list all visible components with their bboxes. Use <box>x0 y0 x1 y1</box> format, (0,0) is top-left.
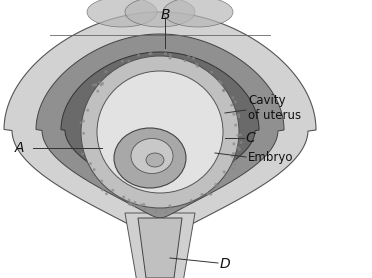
Ellipse shape <box>214 183 218 186</box>
Polygon shape <box>61 52 259 202</box>
Ellipse shape <box>206 192 209 195</box>
Ellipse shape <box>131 138 173 173</box>
Ellipse shape <box>127 59 130 63</box>
Ellipse shape <box>143 207 146 210</box>
Ellipse shape <box>133 201 137 204</box>
Ellipse shape <box>82 132 85 135</box>
Ellipse shape <box>218 80 221 83</box>
Ellipse shape <box>82 120 85 123</box>
Ellipse shape <box>163 0 233 27</box>
Ellipse shape <box>154 210 157 213</box>
Ellipse shape <box>142 203 145 206</box>
Ellipse shape <box>92 84 95 86</box>
Ellipse shape <box>96 90 99 93</box>
Ellipse shape <box>100 83 103 86</box>
Polygon shape <box>125 213 195 278</box>
Text: C: C <box>245 131 255 145</box>
Ellipse shape <box>232 113 235 116</box>
Ellipse shape <box>192 57 195 60</box>
Ellipse shape <box>94 83 97 86</box>
Ellipse shape <box>233 163 236 166</box>
Ellipse shape <box>234 159 237 162</box>
Ellipse shape <box>98 81 101 84</box>
Ellipse shape <box>234 100 237 103</box>
Ellipse shape <box>232 152 235 155</box>
Polygon shape <box>4 12 316 238</box>
Ellipse shape <box>111 189 114 192</box>
Ellipse shape <box>86 109 89 112</box>
Ellipse shape <box>89 162 92 165</box>
Ellipse shape <box>222 89 225 92</box>
Ellipse shape <box>81 152 84 155</box>
Ellipse shape <box>190 199 193 202</box>
Ellipse shape <box>234 124 237 127</box>
Text: A: A <box>15 141 25 155</box>
Ellipse shape <box>215 185 218 188</box>
Ellipse shape <box>223 170 226 173</box>
Ellipse shape <box>81 56 239 208</box>
Ellipse shape <box>128 199 131 202</box>
Ellipse shape <box>169 53 172 56</box>
Ellipse shape <box>91 173 94 176</box>
Ellipse shape <box>122 196 125 198</box>
Ellipse shape <box>105 192 108 195</box>
Ellipse shape <box>114 128 186 188</box>
Ellipse shape <box>129 203 132 206</box>
Ellipse shape <box>93 168 96 171</box>
Ellipse shape <box>128 202 131 205</box>
Ellipse shape <box>196 65 199 68</box>
Ellipse shape <box>150 52 153 55</box>
Ellipse shape <box>164 52 167 55</box>
Ellipse shape <box>148 52 151 55</box>
Ellipse shape <box>187 54 190 58</box>
Ellipse shape <box>183 205 186 208</box>
Ellipse shape <box>222 89 225 92</box>
Ellipse shape <box>169 204 171 207</box>
Ellipse shape <box>169 56 171 59</box>
Polygon shape <box>138 218 182 278</box>
Ellipse shape <box>97 71 223 193</box>
Ellipse shape <box>130 202 133 205</box>
Ellipse shape <box>101 188 104 191</box>
Ellipse shape <box>230 104 233 107</box>
Ellipse shape <box>121 60 124 63</box>
Ellipse shape <box>87 0 157 27</box>
Ellipse shape <box>240 141 243 144</box>
Ellipse shape <box>231 155 234 158</box>
Ellipse shape <box>217 185 220 188</box>
Ellipse shape <box>239 133 242 136</box>
Ellipse shape <box>146 153 164 167</box>
Ellipse shape <box>219 81 222 85</box>
Ellipse shape <box>169 56 172 59</box>
Ellipse shape <box>165 210 168 213</box>
Ellipse shape <box>238 148 241 151</box>
Ellipse shape <box>138 205 141 208</box>
Ellipse shape <box>231 96 234 99</box>
Ellipse shape <box>201 193 203 196</box>
Ellipse shape <box>232 142 235 145</box>
Ellipse shape <box>237 113 240 116</box>
Ellipse shape <box>137 54 140 57</box>
Ellipse shape <box>132 204 135 207</box>
Ellipse shape <box>101 82 104 85</box>
Ellipse shape <box>237 115 240 118</box>
Text: Embryo: Embryo <box>248 152 294 165</box>
Ellipse shape <box>236 146 239 149</box>
Ellipse shape <box>209 193 212 196</box>
Text: Cavity
of uterus: Cavity of uterus <box>248 94 301 122</box>
Ellipse shape <box>183 59 186 62</box>
Ellipse shape <box>232 167 235 170</box>
Polygon shape <box>36 34 284 218</box>
Text: D: D <box>220 257 231 271</box>
Ellipse shape <box>169 207 172 210</box>
Text: B: B <box>160 8 170 22</box>
Ellipse shape <box>237 134 240 137</box>
Ellipse shape <box>100 180 103 183</box>
Ellipse shape <box>125 0 195 27</box>
Ellipse shape <box>104 70 108 73</box>
Ellipse shape <box>210 71 213 74</box>
Ellipse shape <box>195 63 198 66</box>
Ellipse shape <box>140 203 143 207</box>
Ellipse shape <box>80 121 83 124</box>
